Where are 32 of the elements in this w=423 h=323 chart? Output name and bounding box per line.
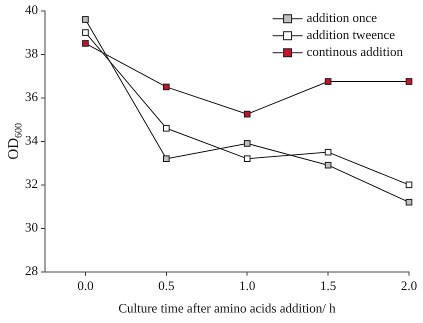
point — [406, 181, 412, 188]
x-tick-label: 0.0 — [77, 278, 94, 294]
x-tick-label: 1.0 — [239, 278, 256, 294]
y-tick-label: 36 — [25, 89, 38, 104]
legend-label: addition once — [306, 10, 378, 26]
x-axis-title: Culture time after amino acids addition/ h — [118, 300, 336, 316]
point — [406, 78, 412, 85]
point — [324, 162, 332, 169]
point — [163, 124, 170, 132]
y-axis-title: OD600 — [6, 122, 25, 160]
point — [82, 40, 89, 47]
point — [324, 78, 332, 85]
y-tick-label: 40 — [25, 2, 38, 18]
x-tick-label: 1.5 — [320, 278, 336, 294]
point — [406, 198, 412, 206]
point — [324, 148, 332, 156]
legend-label: addition tweence — [306, 27, 396, 42]
y-tick-label: 32 — [25, 176, 38, 192]
point — [163, 155, 170, 162]
point — [244, 110, 251, 118]
point — [163, 84, 170, 90]
y-tick-label: 28 — [25, 263, 38, 278]
legend-label: continous addition — [306, 44, 404, 60]
point — [244, 140, 251, 147]
y-tick-label: 30 — [25, 220, 38, 235]
point — [82, 16, 89, 23]
point — [244, 155, 251, 162]
x-tick-label: 2.0 — [400, 278, 418, 294]
x-tick-label: 0.5 — [158, 278, 174, 294]
y-tick-label: 38 — [25, 46, 38, 61]
y-tick-label: 34 — [25, 132, 38, 148]
point — [82, 29, 89, 36]
